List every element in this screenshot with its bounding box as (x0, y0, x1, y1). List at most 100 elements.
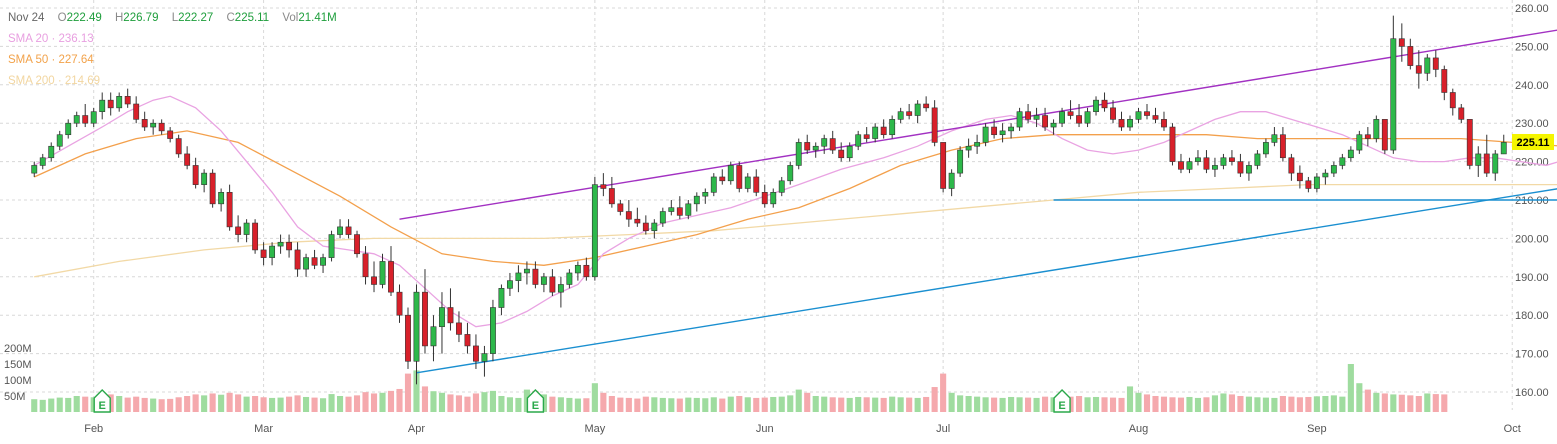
volume-bar (235, 394, 242, 412)
volume-bar (812, 396, 819, 412)
candle-body (490, 307, 496, 354)
candle-body (56, 134, 63, 147)
candle-body (897, 111, 904, 120)
y-tick-label: 210.00 (1515, 195, 1549, 207)
candle-body (371, 276, 377, 285)
volume-tick-label: 100M (4, 375, 32, 387)
volume-bar (914, 397, 921, 412)
candle-body (1364, 134, 1371, 139)
volume-bar (116, 396, 123, 412)
volume-bar (727, 396, 734, 412)
candle-body (532, 268, 539, 285)
high-label: H (114, 12, 124, 24)
candle-body (328, 234, 335, 258)
x-tick-label: May (584, 423, 605, 435)
volume-bar (472, 393, 480, 412)
volume-bar (753, 397, 760, 412)
volume-bar (855, 396, 862, 412)
volume-bar (651, 397, 658, 412)
candle-body (625, 211, 632, 220)
volume-tick-label: 200M (4, 343, 32, 355)
candle-body (1067, 111, 1074, 116)
candle-body (65, 122, 72, 136)
volume-bar (421, 386, 429, 412)
volume-bar (201, 395, 208, 412)
candle-body (473, 345, 479, 362)
volume-bar (948, 392, 955, 412)
volume-bar (328, 394, 335, 412)
candle-body (1127, 119, 1133, 128)
volume-bar (1075, 396, 1083, 412)
low-label: L (171, 12, 179, 24)
volume-bar (668, 398, 675, 412)
earnings-marker-label: E (1058, 400, 1065, 412)
candle-body (31, 165, 38, 174)
candle-body (1110, 107, 1116, 120)
volume-bar (438, 392, 446, 412)
volume-bar (1390, 394, 1397, 412)
candle-body (1033, 115, 1040, 120)
candle-body (1076, 115, 1082, 124)
volume-bar (600, 392, 607, 412)
candle-body (209, 172, 216, 205)
candle-body (710, 176, 717, 193)
candle-body (252, 222, 259, 251)
candle-body (1458, 107, 1465, 120)
candle-body (991, 126, 998, 136)
volume-bar (1407, 395, 1414, 412)
volume-bar (906, 397, 913, 412)
volume-bar (319, 398, 327, 412)
volume-bar (73, 396, 80, 412)
volume-bar (1025, 397, 1032, 412)
candle-body (608, 188, 615, 205)
candle-body (829, 138, 836, 151)
candle-body (345, 226, 352, 235)
candle-body (116, 96, 123, 109)
candle-body (48, 145, 55, 159)
candle-body (150, 122, 157, 128)
candle-body (1025, 111, 1032, 120)
volume-bar (141, 397, 148, 412)
candle-body (422, 291, 428, 347)
volume-bar (736, 396, 743, 412)
volume-bar (965, 396, 972, 412)
ohlc-readout: Nov 24 O222.49 H226.79 L222.27 C225.11 V… (8, 8, 347, 29)
y-tick-label: 230.00 (1515, 118, 1549, 130)
candle-body (39, 157, 46, 166)
volume-label: Vol (282, 12, 299, 24)
volume-bar (549, 396, 556, 412)
volume-bar (591, 383, 598, 412)
candle-body (1296, 172, 1303, 182)
candle-body (1016, 111, 1023, 128)
volume-bar (455, 395, 463, 412)
candle-body (1203, 157, 1210, 170)
volume-bar (1109, 397, 1117, 412)
volume-bar (353, 395, 361, 412)
candle-body (1313, 176, 1320, 189)
open-value: 222.49 (66, 12, 102, 24)
candle-body (260, 249, 267, 258)
candle-body (931, 107, 938, 143)
candle-body (1178, 161, 1184, 170)
candle-body (1245, 165, 1252, 174)
volume-bar (625, 397, 632, 412)
volume-bar (1330, 395, 1337, 412)
sma20-line (33, 95, 1557, 328)
candle-body (1161, 119, 1167, 128)
sma20-legend: SMA 20 · 236.13 (8, 33, 94, 45)
candle-body (405, 314, 411, 362)
x-tick-label: Aug (1129, 423, 1149, 435)
candle-body (1212, 165, 1218, 170)
volume-bar (82, 396, 89, 412)
candle-body (557, 284, 564, 293)
candle-body (821, 138, 828, 147)
candle-body (362, 253, 369, 278)
volume-bar (1118, 397, 1125, 412)
volume-bar (515, 397, 522, 412)
candle-body (1093, 99, 1099, 112)
candle-body (1050, 122, 1057, 128)
volume-bar (1016, 397, 1023, 412)
volume-bar (889, 396, 896, 412)
